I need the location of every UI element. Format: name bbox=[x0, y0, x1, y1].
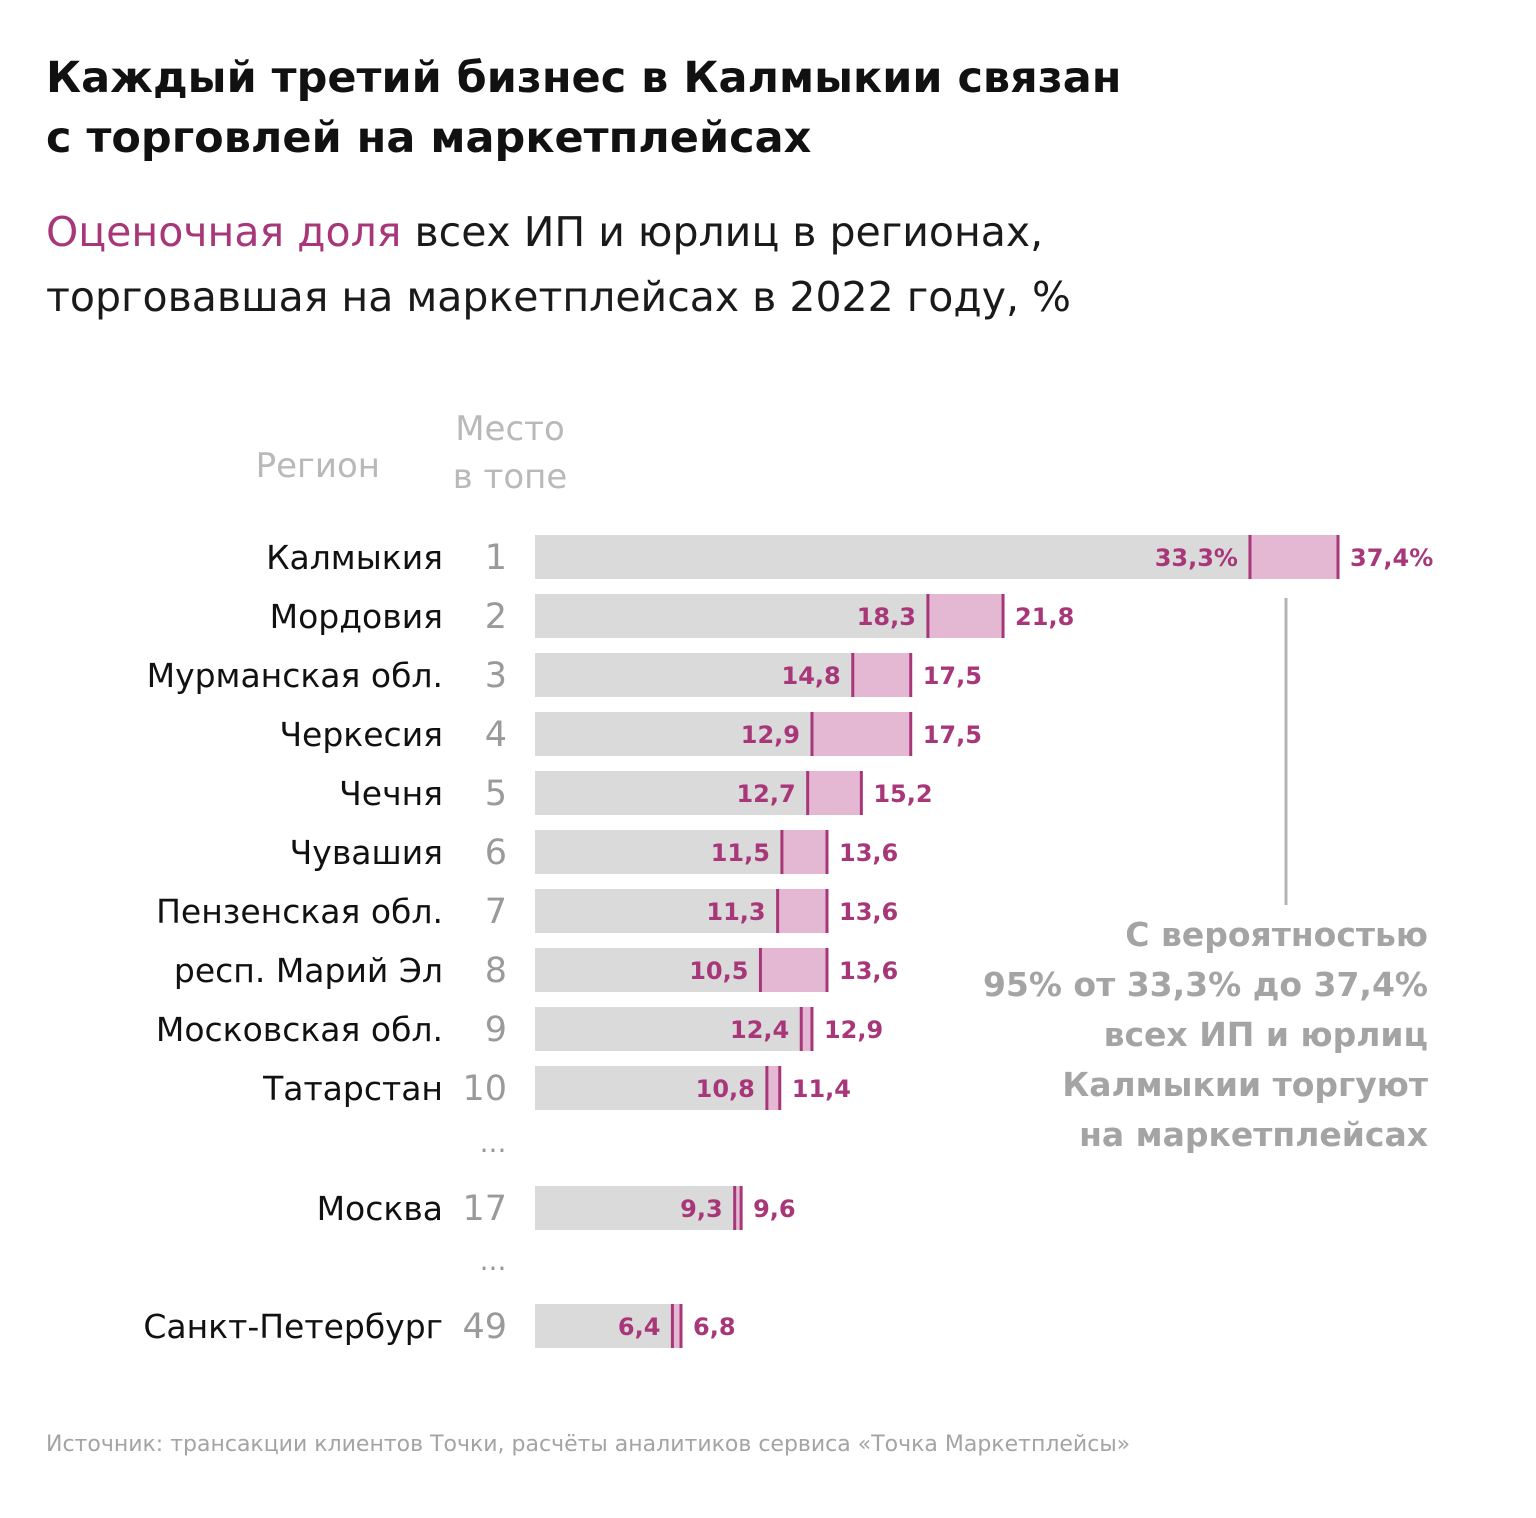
bar-range bbox=[927, 594, 1004, 638]
column-header-rank-line1: Место bbox=[455, 409, 565, 449]
region-label: Черкесия bbox=[279, 715, 443, 754]
chart-title-line1: Каждый третий бизнес в Калмыкии связан bbox=[46, 53, 1122, 103]
rank-label: 6 bbox=[485, 833, 507, 873]
bar-base bbox=[535, 653, 911, 697]
bar-range bbox=[672, 1304, 681, 1348]
rank-label: 17 bbox=[462, 1189, 507, 1229]
data-label-high: 6,8 bbox=[693, 1313, 736, 1341]
bar-base bbox=[535, 594, 1004, 638]
rank-label: 3 bbox=[485, 656, 507, 696]
rank-label: 7 bbox=[485, 892, 507, 932]
data-label-low: 10,8 bbox=[696, 1075, 755, 1103]
rank-label: 1 bbox=[485, 538, 507, 578]
data-label-high: 13,6 bbox=[839, 957, 898, 985]
region-label: Калмыкия bbox=[266, 538, 443, 577]
rank-label: 5 bbox=[485, 774, 507, 814]
data-label-high: 37,4% bbox=[1350, 544, 1433, 572]
bar-range bbox=[807, 771, 862, 815]
rank-label: 10 bbox=[462, 1069, 507, 1109]
annotation-line: Калмыкии торгуют bbox=[1062, 1065, 1428, 1104]
chart-subtitle: Оценочная доля всех ИП и юрлиц в региона… bbox=[46, 200, 1446, 330]
bar-base bbox=[535, 1007, 812, 1051]
column-header-rank: Место в топе bbox=[430, 405, 590, 501]
region-label: Чечня bbox=[339, 774, 443, 813]
bar-range bbox=[1249, 535, 1338, 579]
region-label: Санкт-Петербург bbox=[143, 1307, 443, 1346]
annotation-line: С вероятностью bbox=[1125, 915, 1428, 954]
subtitle-highlight: Оценочная доля bbox=[46, 208, 402, 256]
bar-range bbox=[734, 1186, 742, 1230]
data-label-high: 15,2 bbox=[873, 780, 932, 808]
data-label-low: 14,8 bbox=[782, 662, 841, 690]
data-label-high: 17,5 bbox=[923, 721, 982, 749]
chart-title: Каждый третий бизнес в Калмыкии связан с… bbox=[46, 48, 1346, 168]
annotation-line: 95% от 33,3% до 37,4% bbox=[982, 965, 1428, 1004]
rank-label: 4 bbox=[485, 715, 507, 755]
data-label-low: 10,5 bbox=[689, 957, 748, 985]
region-label: Пензенская обл. bbox=[156, 892, 443, 931]
bar-base bbox=[535, 535, 1338, 579]
region-label: Татарстан bbox=[262, 1069, 443, 1108]
rank-label: 8 bbox=[485, 951, 507, 991]
data-label-high: 12,9 bbox=[824, 1016, 883, 1044]
bar-base bbox=[535, 830, 827, 874]
ellipsis-label: ... bbox=[480, 1244, 507, 1277]
annotation-line: на маркетплейсах bbox=[1079, 1115, 1428, 1154]
data-label-low: 33,3% bbox=[1155, 544, 1238, 572]
annotation-line: всех ИП и юрлиц bbox=[1103, 1015, 1428, 1054]
data-label-high: 21,8 bbox=[1015, 603, 1074, 631]
region-label: Мурманская обл. bbox=[147, 656, 443, 695]
rank-label: 9 bbox=[485, 1010, 507, 1050]
data-label-low: 12,7 bbox=[736, 780, 795, 808]
data-label-high: 11,4 bbox=[792, 1075, 851, 1103]
data-label-high: 13,6 bbox=[839, 839, 898, 867]
source-note: Источник: трансакции клиентов Точки, рас… bbox=[46, 1432, 1131, 1457]
ellipsis-label: ... bbox=[480, 1126, 507, 1159]
region-label: Чувашия bbox=[290, 833, 443, 872]
bar-base bbox=[535, 1304, 681, 1348]
region-label: Мордовия bbox=[270, 597, 443, 636]
region-label: респ. Марий Эл bbox=[174, 951, 443, 990]
column-header-region: Регион bbox=[255, 446, 380, 486]
bar-range bbox=[777, 889, 827, 933]
bar-base bbox=[535, 1066, 780, 1110]
data-label-low: 11,3 bbox=[706, 898, 765, 926]
subtitle-rest: всех ИП и юрлиц в регионах, bbox=[401, 208, 1044, 256]
data-label-low: 11,5 bbox=[711, 839, 770, 867]
bar-range bbox=[766, 1066, 780, 1110]
region-label: Московская обл. bbox=[156, 1010, 443, 1049]
subtitle-line2: торговавшая на маркетплейсах в 2022 году… bbox=[46, 273, 1071, 321]
data-label-high: 9,6 bbox=[753, 1195, 796, 1223]
bar-range bbox=[801, 1007, 812, 1051]
data-label-high: 13,6 bbox=[839, 898, 898, 926]
bar-range bbox=[760, 948, 827, 992]
column-header-rank-line2: в топе bbox=[452, 457, 568, 497]
rank-label: 2 bbox=[485, 597, 507, 637]
data-label-high: 17,5 bbox=[923, 662, 982, 690]
data-label-low: 9,3 bbox=[680, 1195, 723, 1223]
bar-range bbox=[852, 653, 911, 697]
annotation-note: С вероятностью 95% от 33,3% до 37,4% все… bbox=[900, 910, 1428, 1160]
rank-label: 49 bbox=[462, 1307, 507, 1347]
data-label-low: 6,4 bbox=[618, 1313, 661, 1341]
data-label-low: 18,3 bbox=[857, 603, 916, 631]
data-label-low: 12,9 bbox=[741, 721, 800, 749]
data-label-low: 12,4 bbox=[730, 1016, 789, 1044]
bar-range bbox=[781, 830, 827, 874]
bar-base bbox=[535, 1186, 742, 1230]
bar-range bbox=[811, 712, 911, 756]
chart-title-line2: с торговлей на маркетплейсах bbox=[46, 113, 812, 163]
region-label: Москва bbox=[317, 1189, 443, 1228]
